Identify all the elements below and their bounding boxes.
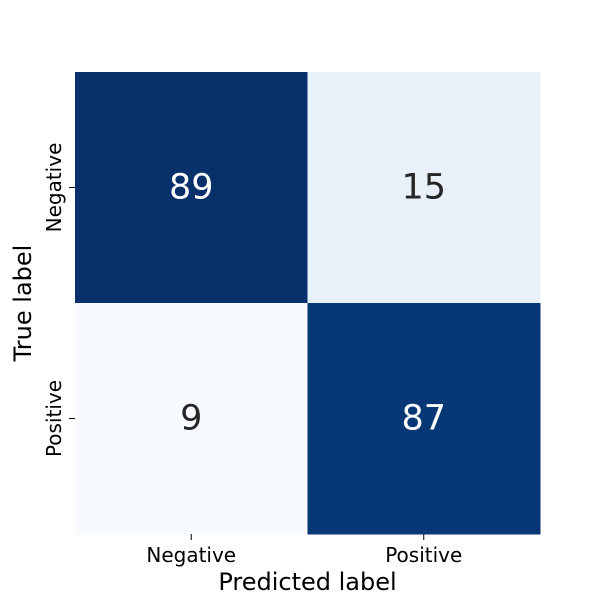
y-axis-label: True label bbox=[9, 245, 37, 363]
cell-value-labels: 89 15 9 87 bbox=[169, 168, 446, 439]
cell-value-label: 15 bbox=[401, 168, 446, 208]
heatmap-cell bbox=[75, 72, 308, 304]
heatmap-cell bbox=[307, 72, 541, 304]
x-axis-label: Predicted label bbox=[218, 568, 396, 596]
x-tick-label: Positive bbox=[385, 543, 462, 567]
x-axis: Negative Positive bbox=[146, 534, 462, 567]
y-tick-label: Negative bbox=[42, 143, 66, 233]
heatmap-cell bbox=[307, 303, 541, 535]
cell-value-label: 9 bbox=[180, 399, 202, 439]
y-axis: Negative Positive bbox=[42, 143, 75, 457]
heatmap-cell bbox=[75, 303, 308, 535]
y-tick-label: Positive bbox=[42, 380, 66, 457]
cell-value-label: 87 bbox=[401, 399, 446, 439]
heatmap-cells bbox=[75, 72, 541, 535]
cell-value-label: 89 bbox=[169, 168, 214, 208]
x-tick-label: Negative bbox=[146, 543, 236, 567]
